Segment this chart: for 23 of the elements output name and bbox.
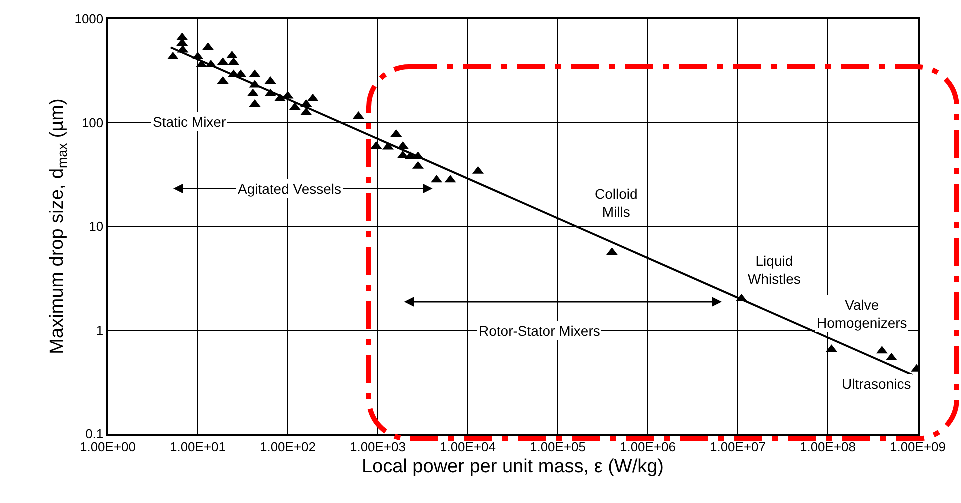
x-tick-label: 1.00E+07 [710, 439, 766, 454]
x-tick-label: 1.00E+03 [350, 439, 406, 454]
y-tick-label: 10 [89, 219, 104, 234]
annotation: Rotor-Stator Mixers [479, 323, 600, 339]
y-tick-label: 0.1 [86, 426, 104, 442]
y-tick-label: 100 [82, 115, 104, 130]
annotation: Ultrasonics [842, 376, 912, 392]
annotation: Agitated Vessels [238, 181, 342, 197]
x-axis-title: Local power per unit mass, ε (W/kg) [362, 456, 664, 478]
y-tick-label: 1 [96, 322, 104, 338]
annotation: Valve Homogenizers [817, 297, 908, 332]
x-tick-label: 1.00E+08 [800, 439, 856, 454]
x-tick-label: 1.00E+02 [260, 439, 316, 454]
x-tick-label: 1.00E+00 [80, 439, 136, 454]
x-tick-label: 1.00E+06 [620, 439, 676, 454]
annotation: Liquid Whistles [748, 253, 801, 288]
annotation: Static Mixer [153, 114, 226, 130]
y-tick-label: 1000 [74, 12, 104, 27]
x-tick-label: 1.00E+01 [170, 439, 226, 454]
x-tick-label: 1.00E+04 [440, 439, 496, 454]
x-tick-label: 1.00E+05 [530, 439, 586, 454]
x-tick-label: 1.00E+09 [890, 439, 946, 454]
annotation: Colloid Mills [595, 186, 638, 220]
